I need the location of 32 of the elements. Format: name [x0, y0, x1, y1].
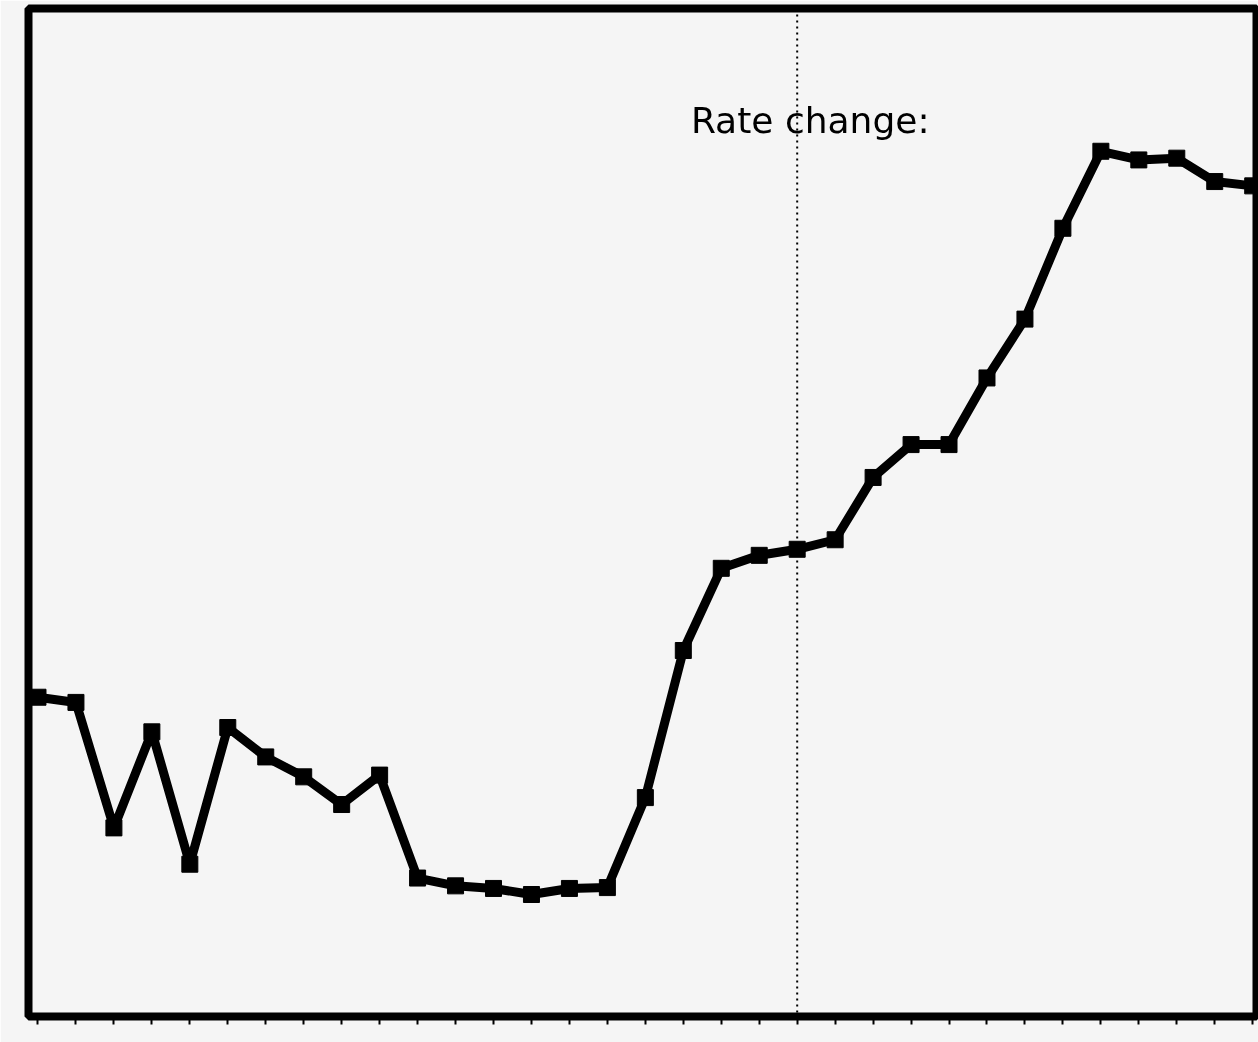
point [143, 723, 161, 741]
point [750, 546, 768, 564]
point [1054, 219, 1072, 237]
point [902, 436, 920, 454]
point [560, 879, 578, 897]
point [333, 796, 351, 814]
point [67, 693, 85, 711]
point [598, 879, 616, 897]
point [485, 879, 503, 897]
point [371, 766, 389, 784]
point [181, 855, 199, 873]
point [826, 531, 844, 549]
point [864, 468, 882, 486]
point [636, 789, 654, 807]
point [105, 819, 123, 837]
point [788, 540, 806, 558]
point [1168, 149, 1186, 167]
point [674, 642, 692, 660]
point [409, 869, 427, 887]
point [940, 436, 958, 454]
point [1092, 142, 1110, 160]
point [1016, 310, 1034, 328]
point [1130, 151, 1148, 169]
point [219, 719, 237, 737]
point [295, 768, 313, 786]
point [978, 369, 996, 387]
point [447, 877, 465, 895]
point [712, 559, 730, 577]
text: Rate change: [690, 100, 930, 142]
point [522, 886, 540, 903]
point [1206, 173, 1224, 191]
point [257, 748, 275, 766]
